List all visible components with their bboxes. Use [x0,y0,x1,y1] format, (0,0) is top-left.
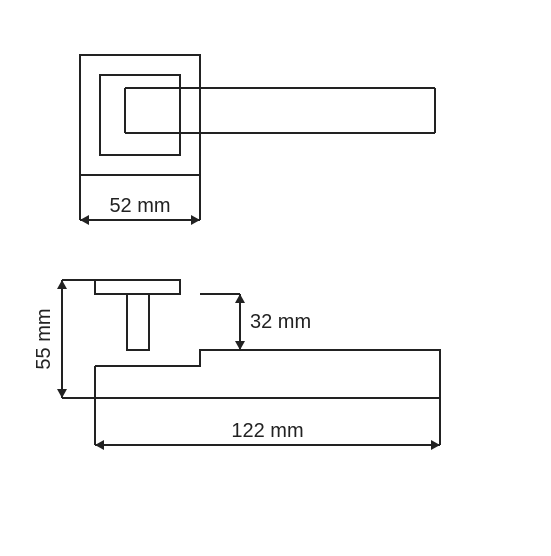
side-lever-body [95,350,440,398]
side-base-plate [95,280,180,294]
arrowhead-icon [80,215,89,225]
arrowhead-icon [57,389,67,398]
technical-drawing: 52 mm 55 mm 32 mm 122 mm [0,0,551,551]
arrowhead-icon [235,341,245,350]
arrowhead-icon [191,215,200,225]
dim-122mm-label: 122 mm [231,420,303,442]
dim-32mm-label: 32 mm [250,311,311,333]
arrowhead-icon [57,280,67,289]
arrowhead-icon [431,440,440,450]
side-neck [127,294,149,350]
rose-outer [80,55,200,175]
arrowhead-icon [95,440,104,450]
dim-55mm-label: 55 mm [33,308,55,369]
arrowhead-icon [235,294,245,303]
dim-52mm-label: 52 mm [109,195,170,217]
